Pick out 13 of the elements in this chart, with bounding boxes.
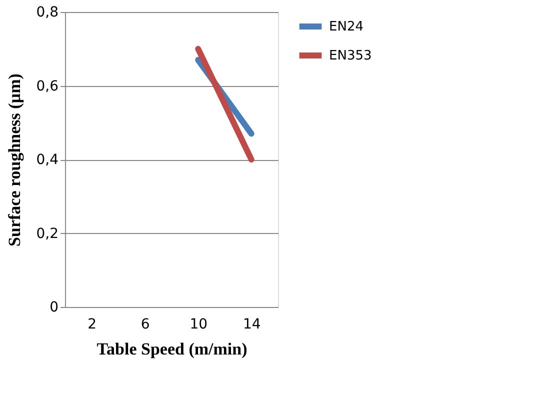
x-tick-label: 10 bbox=[190, 316, 208, 332]
legend-label: EN353 bbox=[329, 48, 372, 64]
x-tick-label: 2 bbox=[88, 316, 97, 332]
y-tick-label: 0,4 bbox=[36, 152, 59, 168]
y-tick-label: 0,6 bbox=[36, 78, 59, 94]
y-axis-title: Surface roughness (µm) bbox=[5, 74, 24, 246]
x-axis-title: Table Speed (m/min) bbox=[96, 340, 248, 358]
y-tick-label: 0,8 bbox=[36, 4, 58, 20]
y-tick-label: 0,2 bbox=[36, 226, 58, 242]
x-tick-label: 14 bbox=[242, 316, 261, 332]
x-tick-label: 6 bbox=[140, 316, 150, 332]
legend-label: EN24 bbox=[329, 20, 364, 34]
y-tick-label: 0 bbox=[50, 300, 58, 316]
